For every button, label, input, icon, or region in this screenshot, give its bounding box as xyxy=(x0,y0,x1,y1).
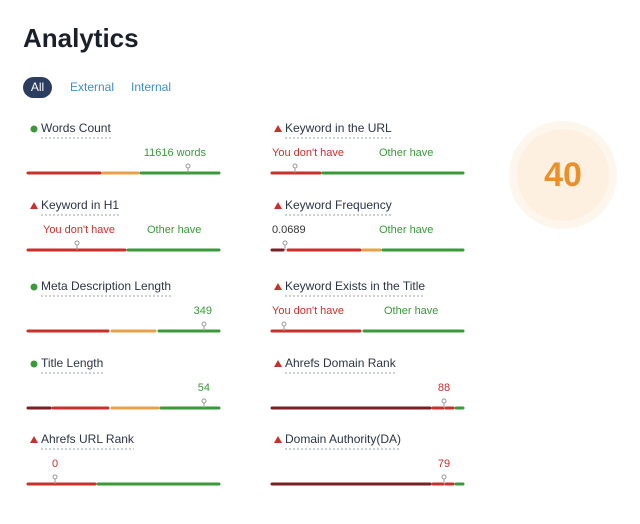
status-icon xyxy=(274,283,282,290)
marker xyxy=(292,163,298,169)
metric-name: Keyword Frequency xyxy=(285,198,392,212)
marker xyxy=(52,474,58,480)
tab[interactable]: Internal xyxy=(131,80,171,94)
marker xyxy=(201,398,207,404)
right-label: Other have xyxy=(379,224,433,236)
status-icon xyxy=(30,283,38,291)
metric-value: 349 xyxy=(194,305,212,317)
metric-value: 79 xyxy=(438,458,450,470)
marker xyxy=(201,321,207,327)
status-icon xyxy=(30,202,38,209)
status-icon xyxy=(30,436,38,443)
tab-active-bg[interactable] xyxy=(23,77,52,98)
left-label: You don't have xyxy=(272,147,344,159)
tab[interactable]: External xyxy=(70,80,114,94)
metric-value: 54 xyxy=(198,382,210,394)
metric-value: 0.0689 xyxy=(272,224,306,236)
metric-name: Keyword Exists in the Title xyxy=(285,279,425,293)
metric-name: Words Count xyxy=(41,121,111,135)
metric-value: 0 xyxy=(52,458,58,470)
metric-name: Keyword in the URL xyxy=(285,121,392,135)
marker xyxy=(282,240,288,246)
metric-name: Ahrefs Domain Rank xyxy=(285,356,397,370)
page-title: Analytics xyxy=(23,23,139,53)
status-icon xyxy=(274,436,282,443)
metric-name: Title Length xyxy=(41,356,103,370)
metric-value: 11616 words xyxy=(144,147,207,159)
right-label: Other have xyxy=(384,305,438,317)
left-label: You don't have xyxy=(272,305,344,317)
score: 40 xyxy=(544,156,582,194)
status-icon xyxy=(274,360,282,367)
metric-name: Keyword in H1 xyxy=(41,198,119,212)
metric-name: Ahrefs URL Rank xyxy=(41,432,135,446)
right-label: Other have xyxy=(379,147,433,159)
metric-name: Meta Description Length xyxy=(41,279,171,293)
metric-name: Domain Authority(DA) xyxy=(285,432,401,446)
metric-value: 88 xyxy=(438,382,450,394)
left-label: You don't have xyxy=(43,224,115,236)
status-icon xyxy=(274,202,282,209)
marker xyxy=(281,321,287,327)
right-label: Other have xyxy=(147,224,201,236)
marker xyxy=(185,163,191,169)
marker xyxy=(74,240,80,246)
status-icon xyxy=(30,360,38,368)
status-icon xyxy=(274,125,282,132)
marker xyxy=(441,474,447,480)
marker xyxy=(441,398,447,404)
status-icon xyxy=(30,125,38,133)
tab[interactable]: All xyxy=(31,80,44,94)
score-circle xyxy=(517,129,609,221)
